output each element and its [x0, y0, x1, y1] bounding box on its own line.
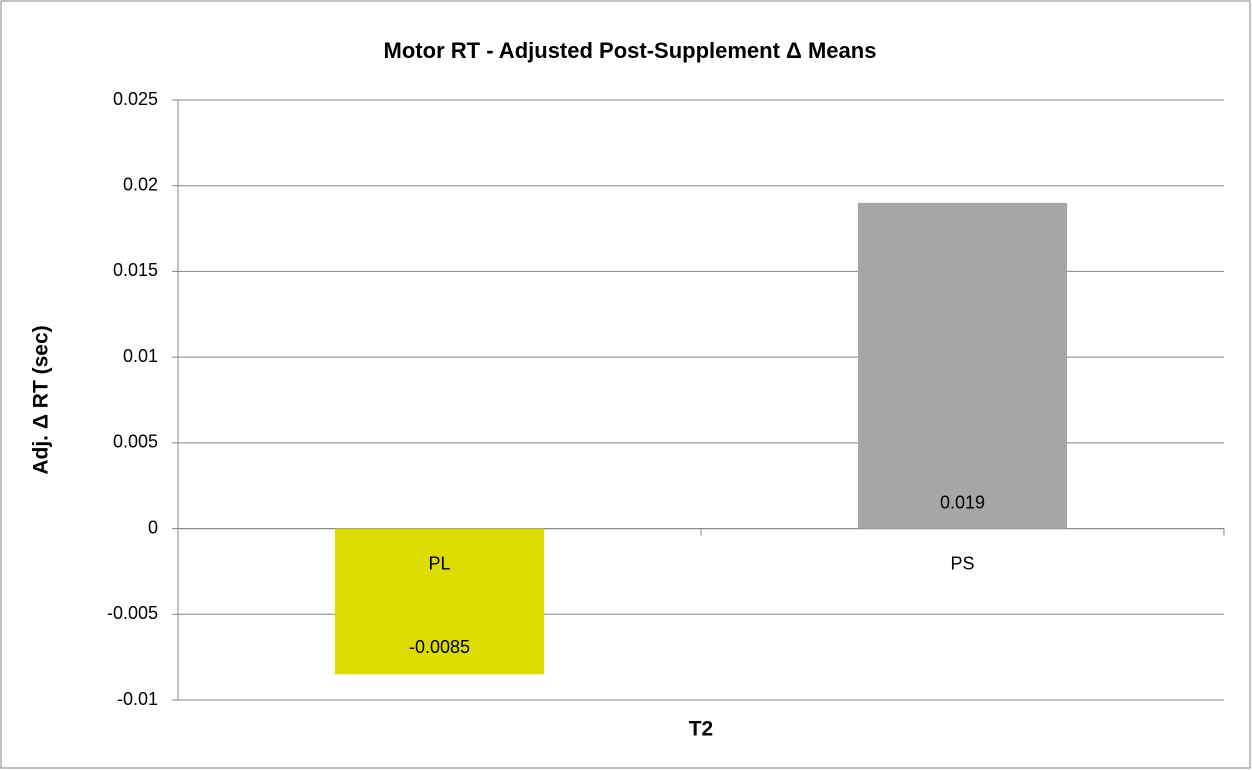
- y-axis-label: Adj. Δ RT (sec): [30, 325, 53, 474]
- y-tick-label: 0.015: [113, 260, 158, 280]
- chart-title: Motor RT - Adjusted Post-Supplement Δ Me…: [384, 38, 877, 63]
- bar: [857, 202, 1068, 529]
- y-tick-label: -0.005: [107, 603, 158, 623]
- y-tick-label: -0.01: [117, 689, 158, 709]
- value-label: -0.0085: [409, 637, 470, 657]
- y-tick-label: 0: [148, 517, 158, 537]
- x-axis-label: T2: [689, 718, 714, 741]
- value-label: 0.019: [940, 492, 985, 512]
- x-tick-label: PS: [950, 553, 974, 573]
- y-tick-label: 0.02: [123, 174, 158, 194]
- y-tick-label: 0.01: [123, 346, 158, 366]
- y-tick-label: 0.005: [113, 432, 158, 452]
- bar: [334, 528, 545, 675]
- x-tick-label: PL: [428, 553, 450, 573]
- y-tick-label: 0.025: [113, 89, 158, 109]
